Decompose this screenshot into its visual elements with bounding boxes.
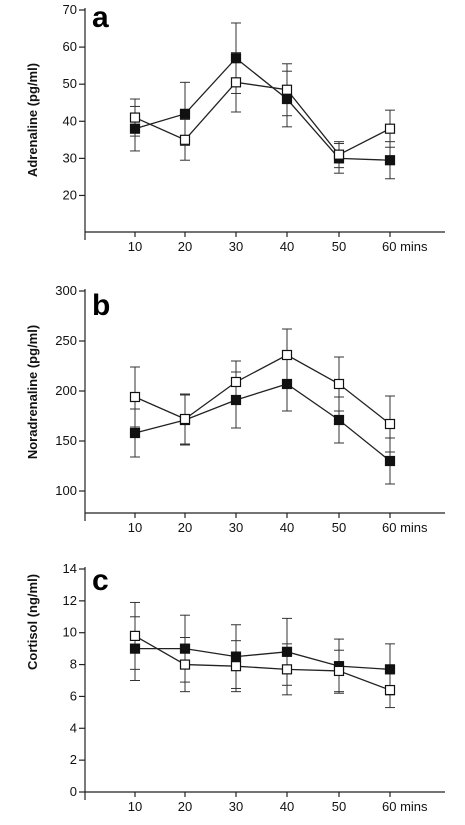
panel-c-x-tick-label: 40 xyxy=(280,799,294,814)
panel-c-y-tick-label: 6 xyxy=(70,688,77,703)
panel-a-x-tick-label: 60 mins xyxy=(382,239,428,254)
panel-a-series-filled-point xyxy=(384,155,396,166)
panel-b-y-tick-label: 300 xyxy=(55,283,77,298)
panel-b-letter: b xyxy=(92,289,110,322)
panel-a-x-tick-label: 50 xyxy=(332,239,346,254)
panel-b-series-open-point xyxy=(333,378,345,390)
panel-c-series-open-point xyxy=(281,664,293,675)
panel-b-series-open-point xyxy=(129,391,141,403)
panel-c-series-filled-point xyxy=(230,651,242,662)
panel-b-x-tick-label: 20 xyxy=(178,520,192,535)
panel-c-series-filled-point xyxy=(281,646,293,657)
panel-a-adrenaline-chart: a Adrenaline (pg/ml) 20 30 40 50 60 70 10 20 30 4… xyxy=(25,1,445,254)
panel-c-x-tick-label: 20 xyxy=(178,799,192,814)
panel-a-series-open-point xyxy=(179,134,191,145)
panel-a-series-filled-point xyxy=(179,108,191,119)
panel-b-noradrenaline-chart: b Noradrenaline (pg/ml) 100 150 200 250 300 1… xyxy=(25,283,445,535)
panel-a-series-open-point xyxy=(281,84,293,95)
panel-b-x-tick-label: 60 mins xyxy=(382,520,428,535)
panel-a-y-tick-label: 60 xyxy=(63,39,77,54)
panel-a-series-open-point xyxy=(333,149,345,160)
panel-b-series-filled-point xyxy=(281,378,293,390)
panel-b-series-open-point xyxy=(281,349,293,361)
panel-c-y-tick-label: 4 xyxy=(70,720,77,735)
panel-b-y-tick-label: 200 xyxy=(55,383,77,398)
panel-c-x-tick-label: 50 xyxy=(332,799,346,814)
panel-b-x-tick-label: 40 xyxy=(280,520,294,535)
panel-a-y-tick-label: 70 xyxy=(63,2,77,17)
panel-a-series-open-point xyxy=(384,123,396,134)
panel-c-cortisol-chart: c Cortisol (ng/ml) 0 2 4 6 8 10 12 14 10 20 30 40 50… xyxy=(25,561,445,814)
panel-b-x-tick-label: 50 xyxy=(332,520,346,535)
panel-c-y-tick-label: 14 xyxy=(63,561,77,576)
panel-b-series-filled-point xyxy=(129,427,141,439)
panel-b-series-open-point xyxy=(384,418,396,430)
panel-a-x-tick-label: 10 xyxy=(128,239,142,254)
panel-c-letter: c xyxy=(92,564,109,597)
panel-a-series-open-point xyxy=(129,112,141,123)
panel-c-series-filled-line xyxy=(135,647,391,670)
panel-a-y-tick-label: 40 xyxy=(63,113,77,128)
panel-b-series-filled-point xyxy=(384,455,396,467)
panel-c-series-open-line xyxy=(134,635,391,691)
panel-a-letter: a xyxy=(92,1,109,34)
panel-c-series-filled-point xyxy=(129,643,141,654)
panel-c-x-tick-label: 30 xyxy=(229,799,243,814)
panel-b-series-filled-line xyxy=(134,383,391,462)
panel-c-series-filled-point xyxy=(179,643,191,654)
panel-a-series-open-line xyxy=(134,81,391,156)
panel-c-x-tick-label: 60 mins xyxy=(382,799,428,814)
panel-b-series-filled-point xyxy=(230,394,242,406)
panel-a-series-filled-point xyxy=(281,93,293,105)
panel-b-series-open-point xyxy=(179,413,191,425)
panel-b-y-tick-label: 250 xyxy=(55,333,77,348)
panel-b-x-tick-label: 30 xyxy=(229,520,243,535)
panel-c-x-tick-label: 10 xyxy=(128,799,142,814)
panel-a-x-tick-label: 30 xyxy=(229,239,243,254)
panel-b-y-tick-label: 150 xyxy=(55,433,77,448)
panel-a-y-tick-label: 20 xyxy=(63,187,77,202)
panel-a-y-tick-label: 50 xyxy=(63,76,77,91)
panel-c-series-open-point xyxy=(230,661,242,672)
panel-c-y-tick-label: 8 xyxy=(70,657,77,672)
panel-b-x-tick-label: 10 xyxy=(128,520,142,535)
panel-b-y-axis-title: Noradrenaline (pg/ml) xyxy=(25,325,40,459)
panel-a-series-filled-point xyxy=(129,123,141,134)
panel-a-x-tick-label: 20 xyxy=(178,239,192,254)
panel-c-series-filled-point xyxy=(384,664,396,675)
panel-b-series-filled-point xyxy=(333,414,345,426)
panel-c-series-open-point xyxy=(384,684,396,696)
panel-c-y-tick-label: 10 xyxy=(63,625,77,640)
panel-a-series-open-point xyxy=(230,77,242,88)
panel-c-series-open-point xyxy=(129,630,141,642)
panel-a-series-filled-point xyxy=(230,53,242,64)
panel-b-series-open-line xyxy=(134,354,391,425)
panel-c-y-tick-label: 2 xyxy=(70,752,77,767)
panel-b-y-tick-label: 100 xyxy=(55,483,77,498)
panel-a-y-axis-title: Adrenaline (pg/ml) xyxy=(25,63,40,177)
panel-c-series-open-point xyxy=(333,665,345,677)
panel-a-x-tick-label: 40 xyxy=(280,239,294,254)
panel-b-series-open-point xyxy=(230,376,242,388)
panel-c-y-tick-label: 0 xyxy=(70,784,77,799)
panel-c-y-axis-title: Cortisol (ng/ml) xyxy=(25,574,40,670)
panel-c-y-tick-label: 12 xyxy=(63,593,77,608)
panel-a-y-tick-label: 30 xyxy=(63,150,77,165)
panel-c-series-open-point xyxy=(179,659,191,670)
panel-a-series-filled-line xyxy=(134,57,391,161)
